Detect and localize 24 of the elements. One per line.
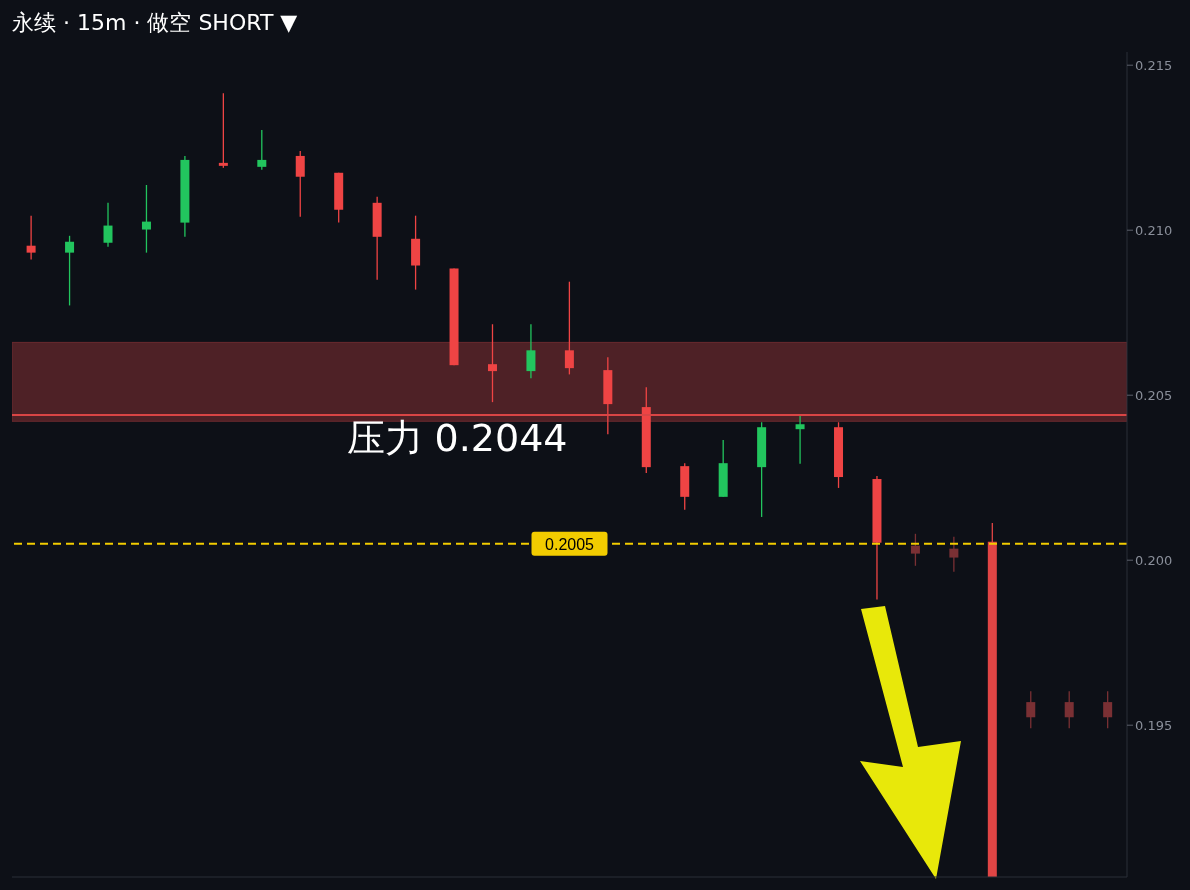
candlestick [1103,690,1113,729]
y-tick-label: 0.200 [1135,552,1173,568]
y-tick-label: 0.205 [1135,387,1173,403]
candlestick [218,92,228,169]
chart-title: 永续 · 15m · 做空 SHORT ▼ [12,9,298,37]
ref-line-label: 0.2005 [545,535,595,553]
y-tick-label: 0.215 [1135,57,1173,73]
candlestick [1026,690,1036,729]
candlestick [487,323,497,403]
candlestick [949,536,959,573]
y-tick-label: 0.210 [1135,222,1173,238]
candlestick [103,202,113,248]
candlestick [65,235,75,307]
candlestick [295,150,305,218]
candlestick [795,413,805,465]
candlestick [141,184,151,254]
candlestick [526,323,536,380]
candlestick [910,533,920,567]
candlestick [1064,690,1074,729]
candlestick [26,215,36,261]
y-tick-label: 0.195 [1135,717,1173,733]
candlestick [564,281,574,376]
ref-line-label: 压力 0.2044 [346,416,568,460]
candlestick [257,129,267,171]
